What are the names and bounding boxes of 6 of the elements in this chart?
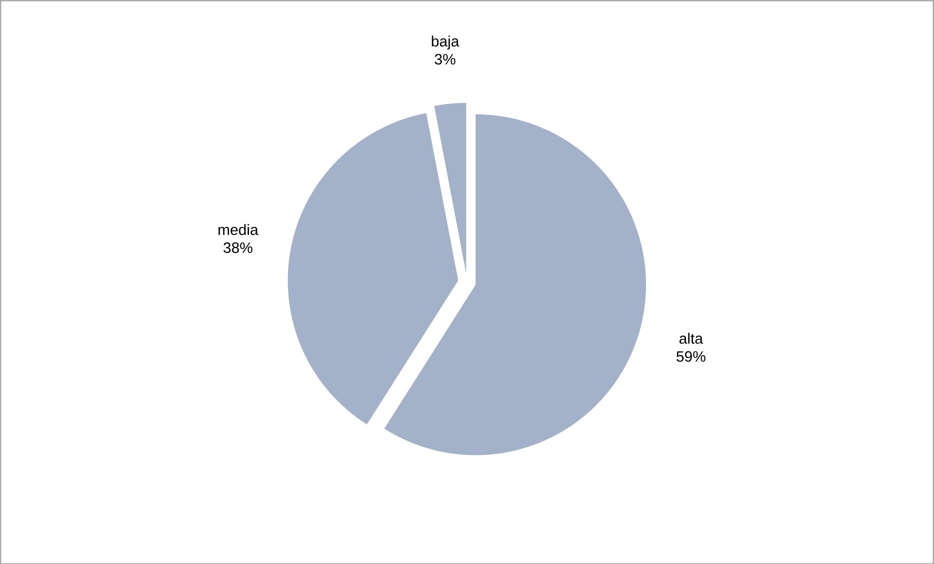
- data-label: 38%: [224, 242, 252, 253]
- slice-label: media: [218, 224, 258, 235]
- slice-label: baja: [432, 35, 460, 50]
- data-label: 3%: [434, 54, 456, 64]
- slice-label: alta: [680, 332, 704, 344]
- data-label: 59%: [676, 350, 706, 362]
